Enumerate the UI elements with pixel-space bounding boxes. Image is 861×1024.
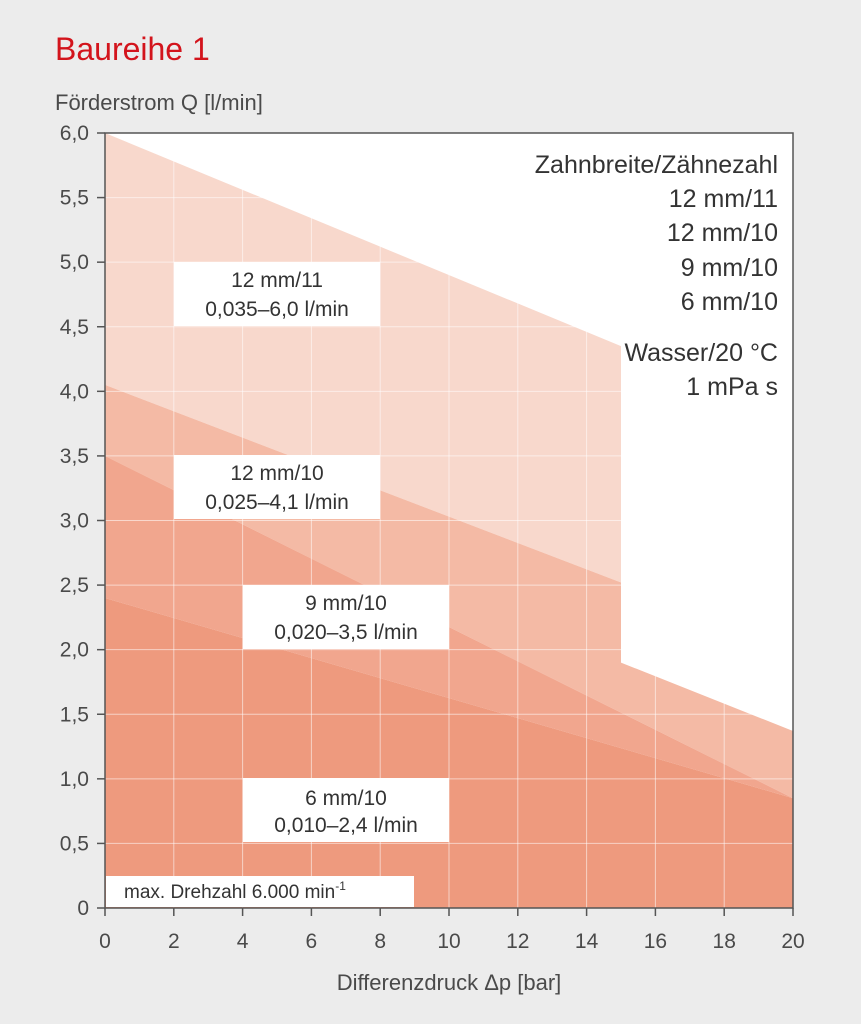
chart-title: Baureihe 1 xyxy=(55,31,210,67)
area-label-9mm-10-range: 0,020–3,5 l/min xyxy=(274,621,418,644)
y-tick-label: 6,0 xyxy=(60,122,89,145)
y-tick-label: 2,0 xyxy=(60,639,89,662)
area-label-12mm-11: 12 mm/11 0,035–6,0 l/min xyxy=(174,262,380,326)
x-tick-label: 6 xyxy=(306,930,318,953)
max-speed-note-box xyxy=(106,876,414,907)
legend-entry-12mm-11: 12 mm/11 xyxy=(669,185,778,213)
x-tick-label: 0 xyxy=(99,930,111,953)
area-12mm-11 xyxy=(105,133,621,583)
x-tick-label: 8 xyxy=(374,930,386,953)
legend: Zahnbreite/Zähnezahl 12 mm/11 12 mm/10 9… xyxy=(535,151,778,401)
y-tick-label: 4,0 xyxy=(60,380,89,403)
legend-entry-12mm-10: 12 mm/10 xyxy=(667,219,778,247)
x-tick-label: 4 xyxy=(237,930,249,953)
y-tick-label: 2,5 xyxy=(60,574,89,597)
area-label-12mm-11-range: 0,035–6,0 l/min xyxy=(205,298,349,321)
x-tick-label: 10 xyxy=(437,930,460,953)
max-speed-note-main: max. Drehzahl 6.000 min xyxy=(124,882,335,903)
legend-medium: Wasser/20 °C xyxy=(624,339,778,367)
area-label-9mm-10: 9 mm/10 0,020–3,5 l/min xyxy=(243,585,449,649)
x-tick-label: 2 xyxy=(168,930,180,953)
area-label-6mm-10: 6 mm/10 0,010–2,4 l/min xyxy=(243,778,449,842)
area-label-12mm-10: 12 mm/10 0,025–4,1 l/min xyxy=(174,455,380,519)
area-label-9mm-10-box xyxy=(243,585,449,649)
x-tick-label: 12 xyxy=(506,930,529,953)
axes: 0 2 4 6 8 10 12 14 16 18 20 0 0,5 1,0 1,5 2,0 2,5 3,0 3,5 4… xyxy=(60,122,805,953)
y-tick-label: 1,0 xyxy=(60,768,89,791)
legend-viscosity: 1 mPa s xyxy=(686,373,778,401)
area-label-12mm-11-box xyxy=(174,262,380,326)
area-label-12mm-10-range: 0,025–4,1 l/min xyxy=(205,491,349,514)
x-tick-label: 20 xyxy=(781,930,804,953)
x-tick-label: 18 xyxy=(713,930,736,953)
x-tick-label: 16 xyxy=(644,930,667,953)
area-label-9mm-10-name: 9 mm/10 xyxy=(305,592,387,615)
legend-entry-9mm-10: 9 mm/10 xyxy=(681,254,778,282)
y-tick-label: 1,5 xyxy=(60,703,89,726)
y-tick-label: 5,5 xyxy=(60,187,89,210)
y-tick-label: 3,0 xyxy=(60,510,89,533)
x-tick-label: 14 xyxy=(575,930,599,953)
area-label-6mm-10-name: 6 mm/10 xyxy=(305,787,387,810)
y-tick-label: 4,5 xyxy=(60,316,89,339)
max-speed-note-text: max. Drehzahl 6.000 min-1 xyxy=(124,879,346,903)
area-label-12mm-10-name: 12 mm/10 xyxy=(230,462,323,485)
y-tick-label: 0,5 xyxy=(60,832,89,855)
x-axis-label: Differenzdruck Δp [bar] xyxy=(337,970,562,995)
max-speed-note: max. Drehzahl 6.000 min-1 xyxy=(106,876,414,907)
area-label-6mm-10-range: 0,010–2,4 l/min xyxy=(274,814,418,837)
y-axis-label: Förderstrom Q [l/min] xyxy=(55,90,263,115)
area-label-12mm-11-name: 12 mm/11 xyxy=(231,269,323,292)
y-tick-label: 0 xyxy=(77,897,89,920)
max-speed-note-superscript: -1 xyxy=(335,879,346,893)
y-tick-label: 3,5 xyxy=(60,445,89,468)
legend-entry-6mm-10: 6 mm/10 xyxy=(681,288,778,316)
area-label-12mm-10-box xyxy=(174,455,380,519)
legend-heading: Zahnbreite/Zähnezahl xyxy=(535,151,778,179)
area-label-6mm-10-box xyxy=(243,778,449,842)
y-tick-label: 5,0 xyxy=(60,251,89,274)
